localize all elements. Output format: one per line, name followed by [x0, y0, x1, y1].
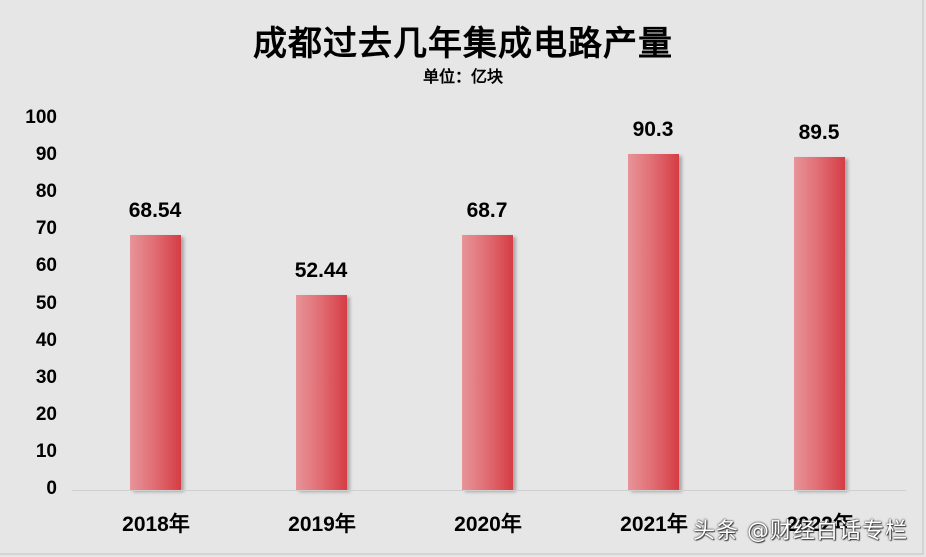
x-axis-line [72, 490, 906, 491]
data-label: 52.44 [294, 259, 348, 282]
y-tick: 90 [35, 144, 57, 165]
data-label: 90.3 [632, 118, 674, 141]
x-tick: 2020年 [454, 513, 522, 536]
x-tick: 2018年 [122, 513, 190, 536]
bar-2021 [628, 154, 679, 490]
y-tick: 10 [35, 441, 57, 462]
y-tick: 80 [35, 181, 57, 202]
bar-2019 [296, 295, 347, 490]
y-tick: 40 [35, 330, 57, 351]
bar-2020 [462, 235, 513, 490]
data-label: 89.5 [798, 121, 840, 144]
y-tick: 70 [35, 218, 57, 239]
chart-subtitle: 单位：亿块 [422, 67, 503, 86]
x-tick: 2019年 [288, 513, 356, 536]
data-label: 68.54 [128, 199, 182, 222]
watermark: 头条 @财经白话专栏 [693, 519, 908, 544]
chart-title: 成都过去几年集成电路产量 [253, 24, 673, 64]
y-tick: 60 [35, 255, 57, 276]
y-tick: 20 [35, 404, 57, 425]
y-tick: 50 [35, 293, 57, 314]
data-label: 68.7 [466, 199, 508, 222]
bar-2022 [794, 157, 845, 490]
y-tick: 0 [46, 478, 57, 499]
x-tick: 2021年 [620, 513, 688, 536]
x-tick: 2022年 [786, 513, 854, 536]
bar-2018 [130, 235, 181, 490]
y-tick: 30 [35, 367, 57, 388]
y-tick: 100 [25, 107, 57, 128]
